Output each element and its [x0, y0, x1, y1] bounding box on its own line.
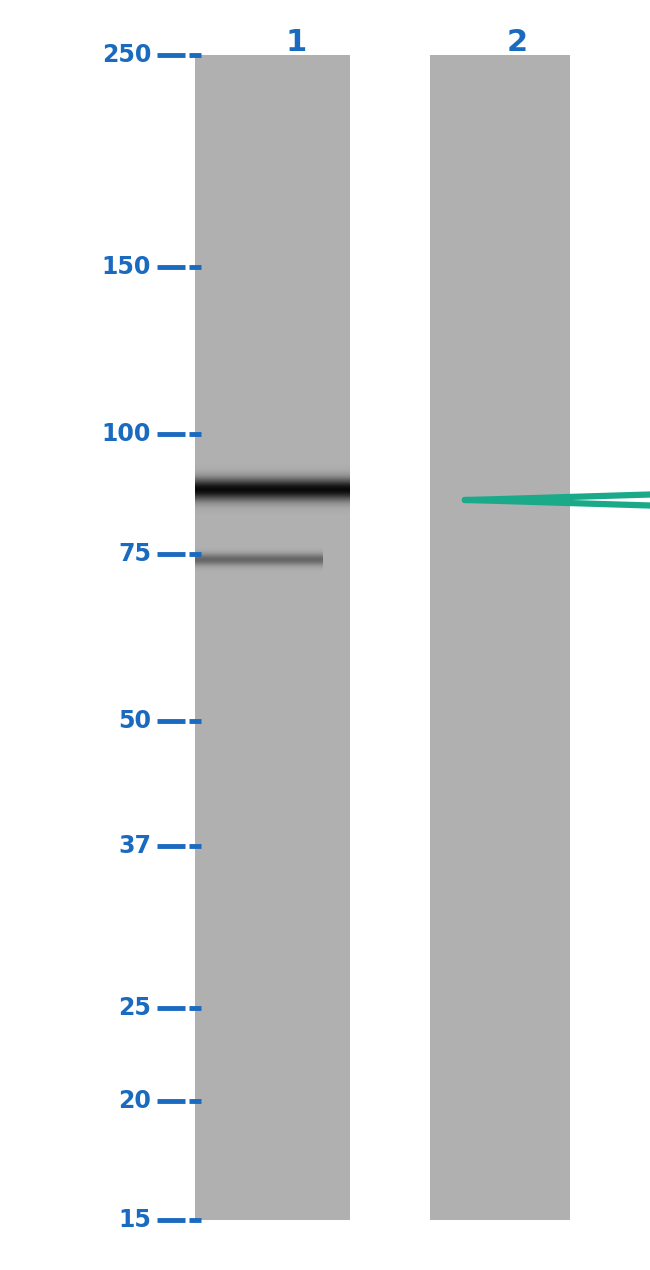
- Text: 50: 50: [118, 710, 151, 734]
- Text: 75: 75: [118, 541, 151, 565]
- Text: 1: 1: [285, 28, 306, 57]
- Text: 100: 100: [101, 423, 151, 447]
- Bar: [195, 55, 350, 1220]
- Text: 15: 15: [118, 1208, 151, 1232]
- Text: 20: 20: [118, 1088, 151, 1113]
- Bar: [430, 55, 570, 1220]
- Text: 25: 25: [118, 997, 151, 1021]
- Text: 250: 250: [101, 43, 151, 67]
- Text: 37: 37: [118, 834, 151, 859]
- Text: 2: 2: [506, 28, 527, 57]
- Text: 150: 150: [101, 254, 151, 278]
